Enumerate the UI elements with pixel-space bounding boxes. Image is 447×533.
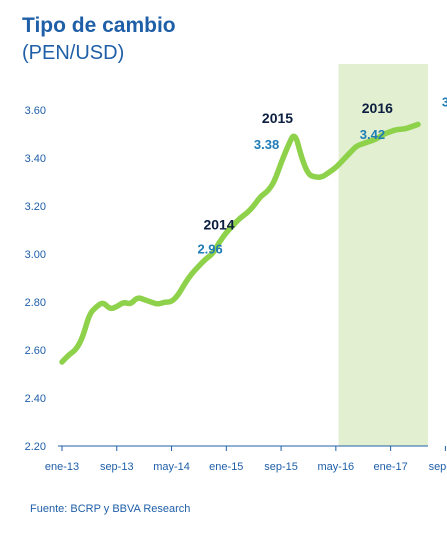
y-tick-label: 2.80 — [25, 297, 46, 309]
x-tick-label: ene-15 — [209, 461, 243, 473]
x-tick-label: sep-15 — [264, 461, 298, 473]
chart-title: Tipo de cambio — [22, 14, 176, 37]
annotation-value-label: 3.42 — [360, 127, 385, 142]
annotation-year-label: 2015 — [262, 110, 293, 126]
y-tick-label: 3.00 — [25, 249, 46, 261]
x-tick-label: may-14 — [153, 461, 190, 473]
annotation-year-label: 2014 — [203, 217, 234, 233]
forecast-shaded-region — [338, 64, 428, 446]
x-tick-label: sep-13 — [100, 461, 134, 473]
annotation-year-label: 2016 — [362, 100, 393, 116]
series-line — [59, 121, 421, 365]
y-tick-label: 3.60 — [25, 105, 46, 117]
annotation-value-label: 2.96 — [197, 242, 222, 257]
y-tick-label: 2.20 — [25, 441, 46, 453]
y-tick-label: 2.60 — [25, 345, 46, 357]
y-tick-label: 3.40 — [25, 153, 46, 165]
x-tick-label: may-16 — [318, 461, 355, 473]
x-tick-label: ene-17 — [373, 461, 407, 473]
x-tick-label: sep-17 — [429, 461, 447, 473]
annotation-value-label: 3.54 — [442, 94, 447, 109]
x-tick-label: ene-13 — [45, 461, 79, 473]
annotation-value-label: 3.38 — [254, 137, 279, 152]
chart-subtitle: (PEN/USD) — [22, 42, 125, 64]
y-tick-label: 2.40 — [25, 393, 46, 405]
source-note: Fuente: BCRP y BBVA Research — [30, 503, 191, 515]
y-tick-label: 3.20 — [25, 201, 46, 213]
